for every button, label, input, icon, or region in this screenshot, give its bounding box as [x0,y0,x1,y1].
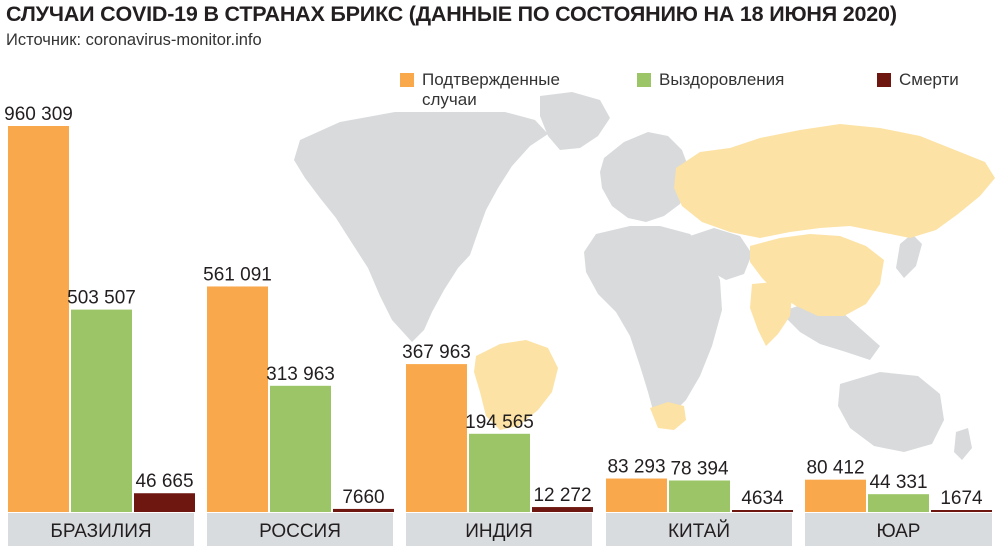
data-label: 194 565 [465,412,534,433]
map-middle-east [690,228,752,280]
category-strips [8,513,992,546]
bar [669,480,730,512]
bar [868,494,929,512]
data-label: 367 963 [402,342,471,363]
legend-label-confirmed: Подтвержденные случаи [422,70,560,109]
data-label: 960 309 [4,104,73,125]
chart-source: Источник: coronavirus-monitor.info [6,31,262,49]
data-label: 313 963 [266,364,335,385]
data-label: 46 665 [135,471,193,492]
bars [8,126,992,512]
category-strip [207,513,393,546]
value-labels: 960 309 503 507 46 665 561 091 313 963 7660 36… [4,104,983,509]
data-label: 83 293 [607,457,665,478]
bar [207,286,268,512]
category-label: ИНДИЯ [465,521,533,542]
legend-label-deaths: Смерти [899,70,959,89]
category-label: ЮАР [877,521,921,542]
map-greenland [540,92,610,150]
bar [931,510,992,512]
legend: Подтвержденные случаи Выздоровления Смер… [0,70,1000,120]
bar [71,309,132,512]
bar [805,479,866,512]
world-map [294,92,995,460]
category-label: БРАЗИЛИЯ [50,521,151,542]
data-label: 12 272 [533,485,591,506]
data-label: 78 394 [670,458,729,479]
map-india [750,282,792,346]
data-label: 44 331 [869,472,927,493]
map-europe [600,132,688,222]
data-label: 561 091 [203,264,272,285]
bar [732,510,793,512]
map-new-zealand [954,428,972,460]
legend-item-deaths: Смерти [877,70,959,90]
category-strip [805,513,992,546]
bar [270,385,331,512]
category-label: РОССИЯ [259,521,341,542]
map-southeast-asia [780,302,880,360]
map-russia [674,124,995,238]
bar [8,126,69,512]
data-label: 4634 [741,488,784,509]
bar [469,433,530,512]
legend-swatch-deaths [877,73,891,87]
category-strip [8,513,194,546]
chart-title: СЛУЧАИ COVID-19 В СТРАНАХ БРИКС (ДАННЫЕ … [6,2,897,26]
legend-item-recovered: Выздоровления [637,70,784,90]
category-strip [606,513,792,546]
category-labels: БРАЗИЛИЯ РОССИЯ ИНДИЯ КИТАЙ ЮАР [50,520,920,542]
bar [333,508,394,512]
bar [606,478,667,512]
map-africa [584,226,722,416]
legend-swatch-confirmed [400,73,414,87]
map-brazil [474,340,558,430]
bar [134,493,195,512]
bar [532,507,593,512]
data-label: 1674 [940,488,983,509]
legend-swatch-recovered [637,73,651,87]
data-label: 503 507 [67,288,136,309]
category-strip [406,513,592,546]
data-label: 80 412 [806,458,864,479]
map-australia [838,372,944,452]
bar [406,364,467,512]
map-japan [896,234,922,278]
map-south-africa [650,402,686,430]
category-label: КИТАЙ [668,520,730,542]
map-north-america [294,112,548,342]
legend-item-confirmed: Подтвержденные случаи [400,70,600,110]
data-label: 7660 [342,487,384,508]
legend-label-recovered: Выздоровления [659,70,785,89]
